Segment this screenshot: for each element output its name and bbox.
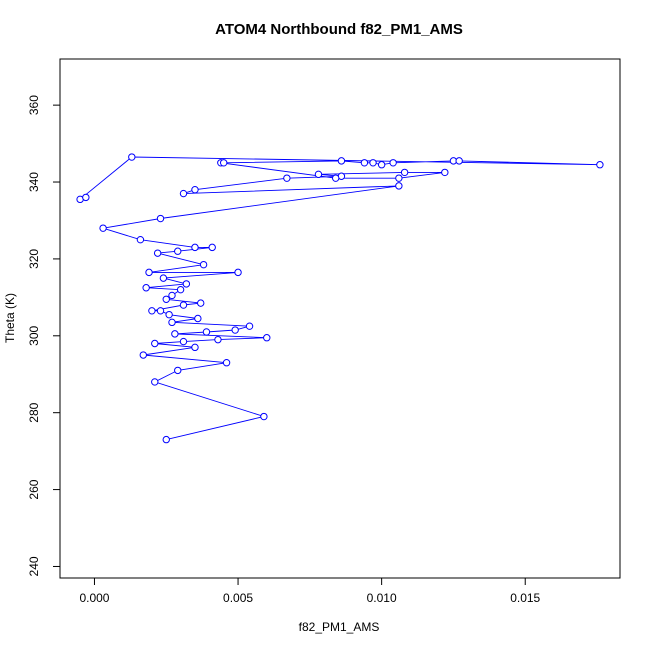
y-axis: 240 260 280 300 320 340 360 xyxy=(27,95,61,576)
y-tick-label: 340 xyxy=(27,172,41,192)
data-point xyxy=(395,182,403,190)
x-axis: 0.000 0.005 0.010 0.015 xyxy=(79,577,541,605)
y-tick-label: 240 xyxy=(27,556,41,576)
data-point xyxy=(263,334,271,342)
data-point xyxy=(194,314,202,323)
data-point xyxy=(153,249,162,257)
data-point xyxy=(174,247,182,255)
data-point xyxy=(139,351,147,359)
data-point xyxy=(168,318,176,327)
data-point xyxy=(156,307,165,315)
y-tick-label: 300 xyxy=(27,325,41,345)
data-point xyxy=(174,366,182,375)
data-point xyxy=(208,243,216,252)
data-point xyxy=(202,328,211,336)
x-axis-label: f82_PM1_AMS xyxy=(299,620,380,634)
data-point xyxy=(234,268,242,277)
data-point xyxy=(171,330,179,338)
data-point xyxy=(245,322,254,330)
data-point xyxy=(400,168,409,177)
y-tick-label: 260 xyxy=(27,479,41,499)
y-tick-label: 320 xyxy=(27,249,41,269)
x-tick-label: 0.010 xyxy=(367,591,397,605)
data-point xyxy=(162,435,170,444)
data-point xyxy=(191,243,199,252)
y-tick-label: 360 xyxy=(27,95,41,115)
data-point xyxy=(151,378,159,386)
x-tick-label: 0.005 xyxy=(223,591,253,605)
data-point xyxy=(179,337,188,346)
data-point xyxy=(231,326,239,334)
data-point xyxy=(165,310,173,319)
data-point xyxy=(214,335,222,344)
data-point xyxy=(182,280,191,288)
data-point xyxy=(389,159,397,167)
data-point xyxy=(283,174,291,182)
x-tick-label: 0.000 xyxy=(79,591,109,605)
data-point xyxy=(151,339,159,348)
data-point xyxy=(159,274,168,282)
data-point xyxy=(136,235,145,244)
data-point xyxy=(260,412,268,421)
data-point xyxy=(145,268,153,277)
data-point xyxy=(360,159,369,167)
data-point xyxy=(219,159,228,167)
data-point xyxy=(168,291,176,300)
data-point xyxy=(162,295,170,303)
data-point xyxy=(377,161,386,169)
data-point xyxy=(596,161,604,169)
data-point xyxy=(128,153,136,161)
y-axis-label: Theta (K) xyxy=(3,293,17,343)
data-point xyxy=(455,157,463,165)
data-point xyxy=(191,186,199,194)
y-tick-label: 280 xyxy=(27,402,41,422)
data-point xyxy=(148,307,156,315)
data-point xyxy=(142,284,150,292)
data-point xyxy=(176,285,185,294)
data-point xyxy=(337,157,346,165)
data-point xyxy=(191,343,199,352)
data-point xyxy=(331,174,340,182)
data-point xyxy=(156,214,165,223)
data-point xyxy=(197,299,205,307)
data-point xyxy=(314,170,323,179)
data-point xyxy=(82,193,90,202)
data-point xyxy=(199,260,208,269)
data-point xyxy=(179,301,188,309)
data-point xyxy=(99,224,107,232)
data-point xyxy=(441,168,449,177)
chart-title: ATOM4 Northbound f82_PM1_AMS xyxy=(215,21,463,38)
data-point xyxy=(179,189,188,198)
data-point xyxy=(395,174,403,182)
x-tick-label: 0.015 xyxy=(510,591,540,605)
plot-area xyxy=(59,58,621,579)
series-points-group xyxy=(76,153,604,444)
data-point xyxy=(222,359,231,367)
data-point xyxy=(369,159,377,167)
